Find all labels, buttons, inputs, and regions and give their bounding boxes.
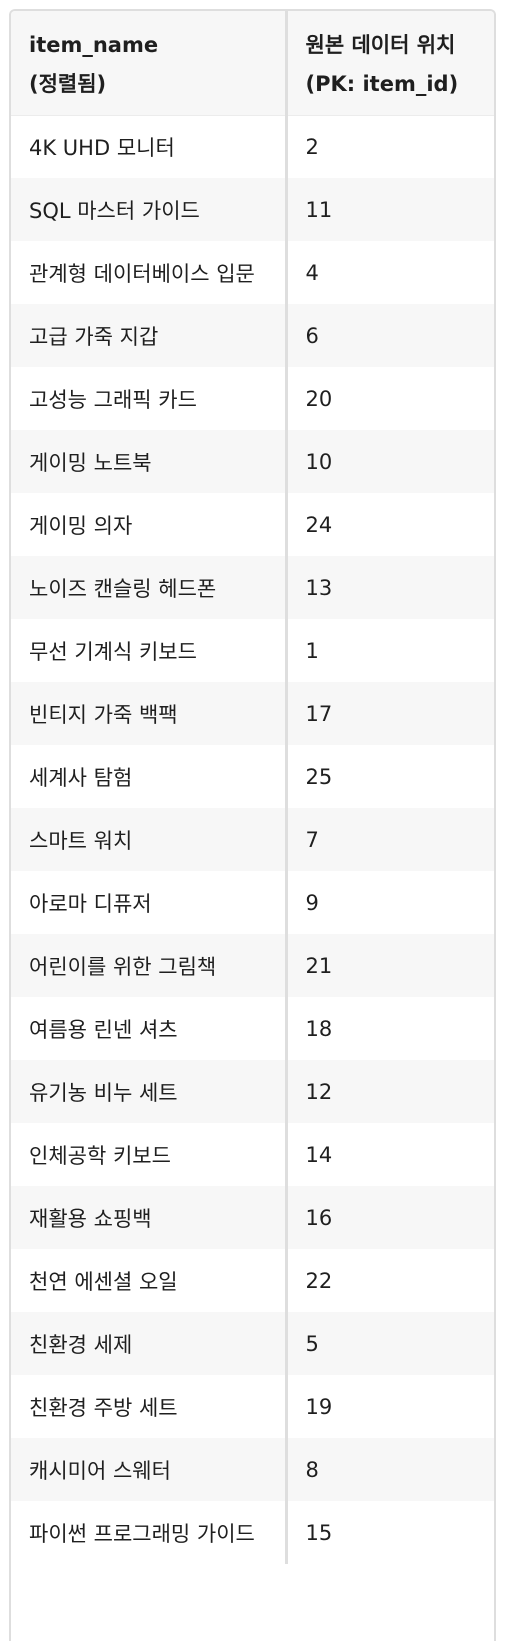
item-id-cell: 1 <box>286 619 494 682</box>
table-row: 게이밍 노트북 10 <box>11 430 494 493</box>
item-id-cell: 6 <box>286 304 494 367</box>
item-id-cell: 9 <box>286 871 494 934</box>
table-row: 4K UHD 모니터 2 <box>11 115 494 178</box>
item-name-cell: SQL 마스터 가이드 <box>11 178 288 241</box>
column-header-source-location-line1: 원본 데이터 위치 <box>305 32 456 57</box>
item-name-cell: 천연 에센셜 오일 <box>11 1249 288 1312</box>
table-body: 4K UHD 모니터 2 SQL 마스터 가이드 11 관계형 데이터베이스 입문 4 고급… <box>11 115 494 1564</box>
item-name-cell: 빈티지 가죽 백팩 <box>11 682 288 745</box>
item-id-cell: 24 <box>286 493 494 556</box>
table-row: 아로마 디퓨저 9 <box>11 871 494 934</box>
item-name-cell: 게이밍 노트북 <box>11 430 288 493</box>
table-row: 노이즈 캔슬링 헤드폰 13 <box>11 556 494 619</box>
item-name-cell: 인체공학 키보드 <box>11 1123 288 1186</box>
column-header-source-location: 원본 데이터 위치 (PK: item_id) <box>286 11 494 116</box>
item-id-cell: 18 <box>286 997 494 1060</box>
table-row: 인체공학 키보드 14 <box>11 1123 494 1186</box>
column-header-source-location-line2: (PK: item_id) <box>305 71 459 96</box>
table-row: 파이썬 프로그래밍 가이드 15 <box>11 1501 494 1564</box>
item-name-cell: 캐시미어 스웨터 <box>11 1438 288 1501</box>
item-id-cell: 13 <box>286 556 494 619</box>
table-row: 유기농 비누 세트 12 <box>11 1060 494 1123</box>
table-row: 친환경 주방 세트 19 <box>11 1375 494 1438</box>
table-row: 무선 기계식 키보드 1 <box>11 619 494 682</box>
item-name-cell: 유기농 비누 세트 <box>11 1060 288 1123</box>
item-name-cell: 게이밍 의자 <box>11 493 288 556</box>
item-id-cell: 22 <box>286 1249 494 1312</box>
item-name-cell: 고급 가죽 지갑 <box>11 304 288 367</box>
table-row: 빈티지 가죽 백팩 17 <box>11 682 494 745</box>
item-id-cell: 5 <box>286 1312 494 1375</box>
item-id-cell: 10 <box>286 430 494 493</box>
item-id-cell: 8 <box>286 1438 494 1501</box>
item-name-cell: 여름용 린넨 셔츠 <box>11 997 288 1060</box>
item-name-cell: 고성능 그래픽 카드 <box>11 367 288 430</box>
table-row: 친환경 세제 5 <box>11 1312 494 1375</box>
item-id-cell: 15 <box>286 1501 494 1564</box>
header-row: item_name (정렬됨) 원본 데이터 위치 (PK: item_id) <box>11 11 494 116</box>
item-name-cell: 노이즈 캔슬링 헤드폰 <box>11 556 288 619</box>
item-id-cell: 20 <box>286 367 494 430</box>
item-id-cell: 17 <box>286 682 494 745</box>
item-id-cell: 16 <box>286 1186 494 1249</box>
table-row: 여름용 린넨 셔츠 18 <box>11 997 494 1060</box>
column-header-item-name-line1: item_name <box>29 32 159 57</box>
item-name-cell: 세계사 탐험 <box>11 745 288 808</box>
table-row: SQL 마스터 가이드 11 <box>11 178 494 241</box>
item-id-cell: 21 <box>286 934 494 997</box>
sorted-items-table: item_name (정렬됨) 원본 데이터 위치 (PK: item_id) … <box>11 11 494 1564</box>
item-name-cell: 친환경 세제 <box>11 1312 288 1375</box>
table-row: 스마트 워치 7 <box>11 808 494 871</box>
item-name-cell: 4K UHD 모니터 <box>11 115 288 178</box>
item-name-cell: 친환경 주방 세트 <box>11 1375 288 1438</box>
item-name-cell: 어린이를 위한 그림책 <box>11 934 288 997</box>
item-id-cell: 25 <box>286 745 494 808</box>
table-row: 천연 에센셜 오일 22 <box>11 1249 494 1312</box>
table-row: 고급 가죽 지갑 6 <box>11 304 494 367</box>
item-name-cell: 파이썬 프로그래밍 가이드 <box>11 1501 288 1564</box>
item-id-cell: 7 <box>286 808 494 871</box>
table-row: 재활용 쇼핑백 16 <box>11 1186 494 1249</box>
table-row: 게이밍 의자 24 <box>11 493 494 556</box>
table-row: 고성능 그래픽 카드 20 <box>11 367 494 430</box>
table-row: 세계사 탐험 25 <box>11 745 494 808</box>
item-id-cell: 11 <box>286 178 494 241</box>
column-header-item-name-line2: (정렬됨) <box>29 71 107 96</box>
column-header-item-name: item_name (정렬됨) <box>11 11 288 116</box>
item-id-cell: 2 <box>286 115 494 178</box>
item-name-cell: 재활용 쇼핑백 <box>11 1186 288 1249</box>
table-row: 캐시미어 스웨터 8 <box>11 1438 494 1501</box>
item-id-cell: 19 <box>286 1375 494 1438</box>
item-id-cell: 4 <box>286 241 494 304</box>
item-name-cell: 무선 기계식 키보드 <box>11 619 288 682</box>
item-name-cell: 스마트 워치 <box>11 808 288 871</box>
item-name-cell: 관계형 데이터베이스 입문 <box>11 241 288 304</box>
table-row: 관계형 데이터베이스 입문 4 <box>11 241 494 304</box>
sorted-items-table-container: item_name (정렬됨) 원본 데이터 위치 (PK: item_id) … <box>9 9 496 1641</box>
table-header: item_name (정렬됨) 원본 데이터 위치 (PK: item_id) <box>11 11 494 116</box>
item-name-cell: 아로마 디퓨저 <box>11 871 288 934</box>
item-id-cell: 14 <box>286 1123 494 1186</box>
table-row: 어린이를 위한 그림책 21 <box>11 934 494 997</box>
item-id-cell: 12 <box>286 1060 494 1123</box>
